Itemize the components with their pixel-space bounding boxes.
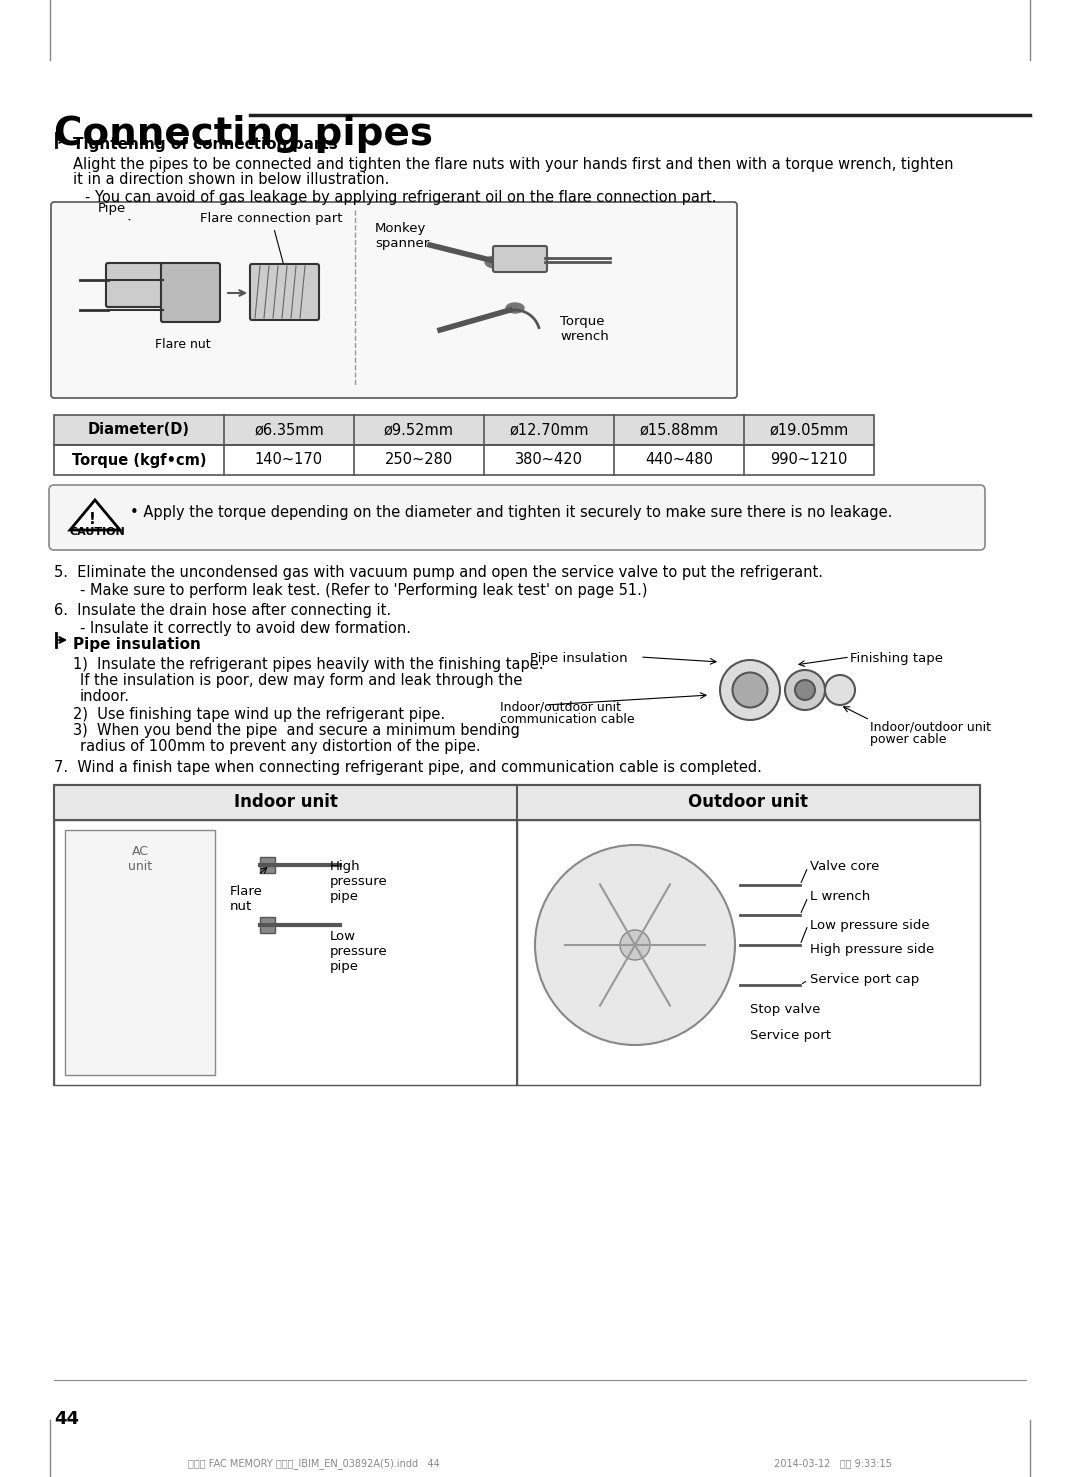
Ellipse shape [785,671,825,710]
Text: Stop valve: Stop valve [750,1003,821,1016]
Text: 990~1210: 990~1210 [770,452,848,468]
Text: - You can avoid of gas leakage by applying refrigerant oil on the flare connecti: - You can avoid of gas leakage by applyi… [85,191,716,205]
Bar [54,415,874,445]
FancyBboxPatch shape [51,202,737,397]
Text: Monkey: Monkey [375,222,427,235]
Text: Connecting pipes: Connecting pipes [54,115,433,154]
Text: Indoor/outdoor unit: Indoor/outdoor unit [870,719,991,733]
Text: 2)  Use finishing tape wind up the refrigerant pipe.: 2) Use finishing tape wind up the refrig… [73,707,445,722]
Ellipse shape [720,660,780,719]
Text: 칠레향 FAC MEMORY 냉난방_IBIM_EN_03892A(5).indd   44                                  : 칠레향 FAC MEMORY 냉난방_IBIM_EN_03892A(5).ind… [188,1458,892,1470]
Text: radius of 100mm to prevent any distortion of the pipe.: radius of 100mm to prevent any distortio… [80,738,481,753]
Text: 140~170: 140~170 [255,452,323,468]
Text: Outdoor unit: Outdoor unit [689,793,809,811]
Text: 7.  Wind a finish tape when connecting refrigerant pipe, and communication cable: 7. Wind a finish tape when connecting re… [54,761,761,775]
Bar [54,820,517,1086]
Text: ø6.35mm: ø6.35mm [254,422,324,437]
Text: - Make sure to perform leak test. (Refer to 'Performing leak test' on page 51.): - Make sure to perform leak test. (Refer… [80,583,648,598]
Polygon shape [70,501,120,530]
Text: Valve core: Valve core [810,861,879,873]
Text: Torque: Torque [561,315,605,328]
Text: Alight the pipes to be connected and tighten the flare nuts with your hands firs: Alight the pipes to be connected and tig… [73,157,954,171]
Text: spanner: spanner [375,236,429,250]
Bar [54,784,980,1086]
Text: - Insulate it correctly to avoid dew formation.: - Insulate it correctly to avoid dew for… [80,620,411,637]
Ellipse shape [825,675,855,705]
Text: 1)  Insulate the refrigerant pipes heavily with the finishing tape.: 1) Insulate the refrigerant pipes heavil… [73,657,543,672]
Circle shape [535,845,735,1046]
Text: wrench: wrench [561,329,609,343]
Bar [54,445,874,476]
Text: • Apply the torque depending on the diameter and tighten it securely to make sur: • Apply the torque depending on the diam… [130,505,892,520]
Text: communication cable: communication cable [500,713,635,727]
Text: ø15.88mm: ø15.88mm [639,422,718,437]
Text: CAUTION: CAUTION [70,527,125,538]
Text: ø19.05mm: ø19.05mm [769,422,849,437]
Text: Flare nut: Flare nut [156,338,211,352]
Text: Low
pressure
pipe: Low pressure pipe [330,931,388,973]
Circle shape [620,931,650,960]
Text: 5.  Eliminate the uncondensed gas with vacuum pump and open the service valve to: 5. Eliminate the uncondensed gas with va… [54,566,823,580]
Text: Service port: Service port [750,1028,831,1041]
Text: Pipe insulation: Pipe insulation [73,637,201,651]
Text: !: ! [89,513,95,527]
FancyBboxPatch shape [49,484,985,549]
Text: Low pressure side: Low pressure side [810,919,930,932]
Text: Finishing tape: Finishing tape [850,651,943,665]
Text: Pipe: Pipe [98,202,130,220]
Text: Indoor/outdoor unit: Indoor/outdoor unit [500,700,621,713]
Bar [260,857,275,873]
Text: power cable: power cable [870,733,946,746]
Text: it in a direction shown in below illustration.: it in a direction shown in below illustr… [73,171,390,188]
Text: ø12.70mm: ø12.70mm [510,422,589,437]
Text: ø9.52mm: ø9.52mm [384,422,454,437]
Text: If the insulation is poor, dew may form and leak through the: If the insulation is poor, dew may form … [80,674,523,688]
Text: 6.  Insulate the drain hose after connecting it.: 6. Insulate the drain hose after connect… [54,603,391,617]
Text: Diameter(D): Diameter(D) [87,422,190,437]
FancyBboxPatch shape [492,247,546,272]
Ellipse shape [507,303,524,313]
Text: Tightening of connection parts: Tightening of connection parts [73,137,338,152]
Bar [260,917,275,933]
Text: Indoor unit: Indoor unit [233,793,337,811]
Text: Service port cap: Service port cap [810,973,919,987]
FancyBboxPatch shape [161,263,220,322]
Bar [517,820,980,1086]
Ellipse shape [732,672,768,707]
FancyBboxPatch shape [106,263,165,307]
Text: indoor.: indoor. [80,688,130,705]
Text: Pipe insulation: Pipe insulation [530,651,627,665]
Text: AC
unit: AC unit [127,845,152,873]
Text: 440~480: 440~480 [645,452,713,468]
Text: 44: 44 [54,1411,79,1428]
Text: High
pressure
pipe: High pressure pipe [330,860,388,902]
Text: Torque (kgf•cm): Torque (kgf•cm) [71,452,206,468]
Bar [54,784,980,820]
Ellipse shape [485,256,505,267]
FancyBboxPatch shape [249,264,319,321]
Bar [65,830,215,1075]
Text: L wrench: L wrench [810,891,870,904]
Text: Flare
nut: Flare nut [230,885,262,913]
Text: 250~280: 250~280 [384,452,454,468]
Ellipse shape [795,679,815,700]
Text: High pressure side: High pressure side [810,944,934,957]
Text: 380~420: 380~420 [515,452,583,468]
Text: 3)  When you bend the pipe  and secure a minimum bending: 3) When you bend the pipe and secure a m… [73,724,519,738]
Text: Flare connection part: Flare connection part [200,213,342,263]
